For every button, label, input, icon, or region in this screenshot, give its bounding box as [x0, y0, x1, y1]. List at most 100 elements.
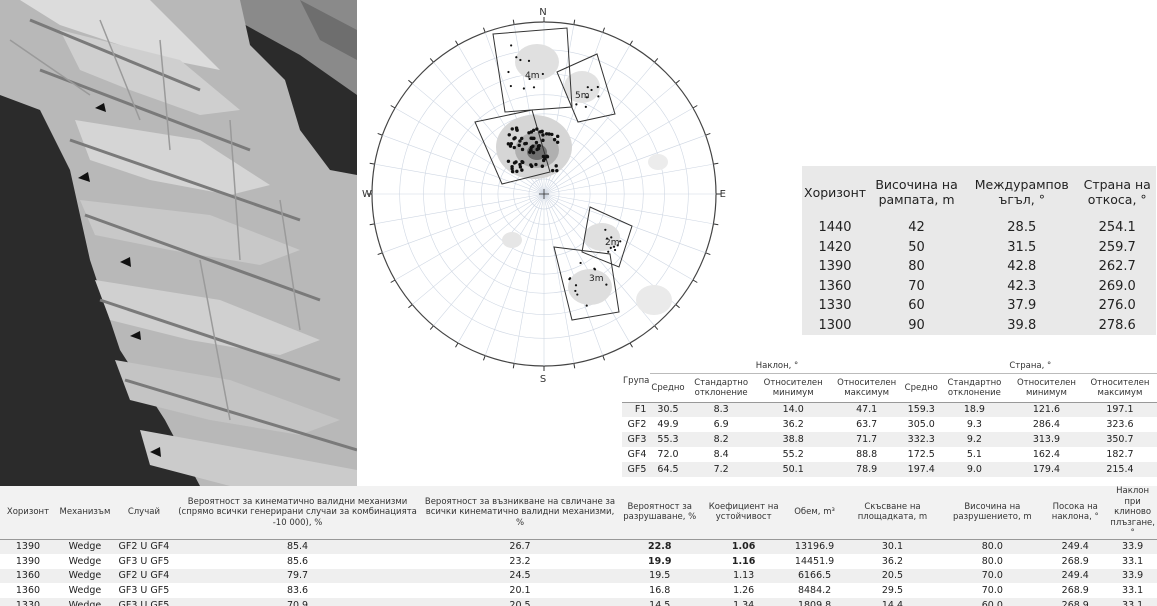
table-cell: Wedge: [55, 539, 114, 554]
table-cell: 23.2: [509, 555, 531, 567]
pole-point: [552, 137, 557, 142]
pole-point: [510, 169, 515, 174]
table-cell: 1.06: [700, 539, 787, 554]
table-cell: 26.7: [421, 539, 619, 554]
table-cell: 49.9: [657, 419, 679, 430]
tick: [377, 132, 383, 136]
table-cell: 179.4: [1009, 462, 1083, 477]
pole-point: [593, 268, 597, 271]
table-cell: 1390: [0, 539, 56, 554]
table-cell: 7.2: [685, 462, 757, 477]
table-cell: 70: [908, 278, 925, 294]
table-cell: 33.1: [1122, 555, 1144, 567]
table-cell: 20.5: [421, 598, 619, 606]
column-header: Обем, m³: [786, 486, 843, 540]
column-header: Относителен минимум: [756, 373, 830, 403]
table-cell: 36.2: [782, 419, 804, 430]
table-cell: 197.1: [1082, 402, 1157, 417]
table-cell: GF3: [622, 432, 651, 447]
pole-point: [541, 133, 545, 137]
table-cell: 29.5: [881, 585, 904, 597]
table-cell: 22.8: [618, 539, 701, 554]
table-cell: 16.8: [649, 585, 671, 597]
table-cell: Wedge: [68, 585, 102, 597]
table-row: 1360 Wedge GF2 U GF4 79.7 24.5 19.5 1.13 6166.5…: [0, 568, 1157, 584]
table-cell: 1360: [818, 278, 852, 294]
pole-point: [512, 161, 517, 165]
south-label: S: [540, 374, 546, 385]
column-header: Средно: [903, 373, 939, 403]
table-cell: 9.2: [938, 432, 1010, 447]
column-header: Относителен минимум: [1009, 373, 1083, 403]
tick: [692, 279, 698, 283]
table-cell: 85.6: [286, 555, 309, 567]
table-cell: 6166.5: [786, 568, 843, 584]
table-cell: 9.0: [938, 462, 1010, 477]
tick: [602, 27, 606, 33]
grid-radial: [543, 193, 706, 254]
group-header: Група: [622, 360, 651, 403]
table-cell: 19.9: [648, 555, 672, 567]
grid-radial: [433, 193, 545, 326]
north-label: N: [539, 7, 546, 18]
tick: [482, 355, 486, 361]
tick: [602, 355, 606, 361]
pole-point: [550, 168, 555, 173]
table-cell: 1360: [15, 585, 41, 597]
table-row: GF5 64.5 7.2 50.1 78.9 197.4 9.0 179.4 215.4: [622, 462, 1157, 477]
table-cell: 70.9: [173, 598, 422, 606]
table-cell: 14.5: [618, 598, 701, 606]
pole-point: [604, 228, 607, 231]
tick: [429, 325, 434, 330]
tick: [654, 58, 659, 63]
table-cell: 1.13: [700, 568, 787, 584]
grid-radial: [543, 193, 655, 326]
table-cell: 6.9: [713, 419, 729, 430]
table-subheader-row: Средно Стандартно отклонение Относителен м…: [622, 373, 1157, 403]
pole-point: [510, 167, 514, 171]
tick: [369, 162, 375, 165]
column-header: Случай: [113, 486, 174, 540]
pole-point: [610, 236, 613, 239]
grid-radial: [412, 193, 545, 305]
pole-point: [510, 44, 513, 47]
table-cell: GF5: [622, 462, 651, 477]
east-label: E: [720, 189, 726, 200]
table-cell: 8484.2: [797, 585, 832, 597]
pole-point: [544, 132, 549, 136]
table-cell: 83.6: [286, 585, 309, 597]
table-cell: 55.3: [650, 432, 686, 447]
pole-point: [536, 146, 541, 151]
column-header: Междурампов ъгъл, °: [974, 177, 1069, 207]
tick: [455, 342, 459, 348]
table-cell: 323.6: [1106, 419, 1134, 430]
tick: [408, 79, 413, 84]
column-header: Посока на наклона, °: [1042, 486, 1109, 540]
pole-point: [530, 164, 534, 169]
tick: [573, 19, 576, 25]
table-cell: GF3 U GF5: [118, 555, 170, 567]
grid-radial: [543, 83, 676, 195]
joint-sets-table: Група Наклон, ° Страна, ° Средно Стандарт…: [622, 360, 1157, 477]
column-header: Механизъм: [55, 486, 114, 540]
table-cell: 55.2: [782, 449, 804, 460]
table-cell: 249.4: [1042, 539, 1109, 554]
table-cell: 8.4: [713, 449, 729, 460]
pole-point: [585, 96, 589, 99]
pole-point: [555, 140, 560, 144]
table-row: 1390 80 42.8 262.7: [802, 257, 1156, 277]
pole-point: [518, 139, 522, 143]
table-row: 1390 Wedge GF2 U GF4 85.4 26.7 22.8 1.06 13196.…: [0, 539, 1157, 554]
table-cell: 20.1: [509, 585, 531, 597]
table-cell: GF3 U GF5: [118, 585, 170, 597]
pole-density-contours: [496, 44, 672, 315]
table-row: 1300 90 39.8 278.6: [802, 316, 1156, 336]
pole-point: [545, 154, 549, 158]
pole-point: [523, 142, 527, 146]
pole-point: [576, 293, 579, 296]
table-cell: 268.9: [1061, 585, 1089, 597]
column-header: Вероятност за кинематично валидни механи…: [173, 486, 422, 540]
table-cell: 70.0: [942, 568, 1043, 584]
table-cell: 80.0: [981, 555, 1003, 567]
wedge-table-body: 1390 Wedge GF2 U GF4 85.4 26.7 22.8 1.06 13196.…: [0, 539, 1157, 606]
